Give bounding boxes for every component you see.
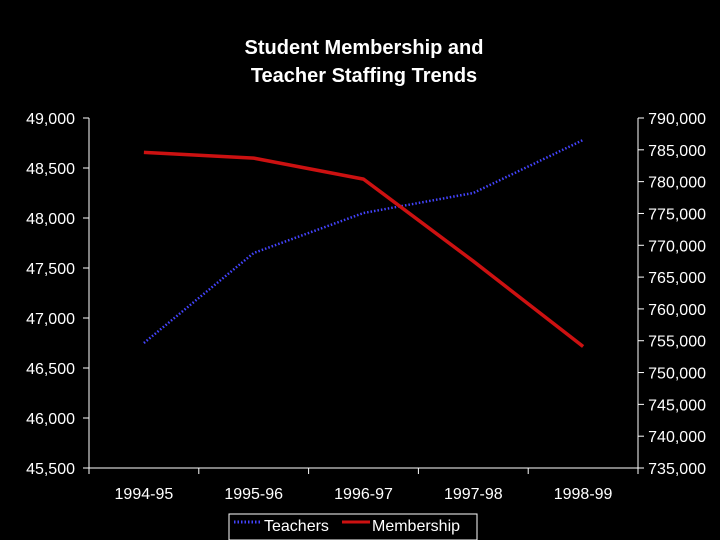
right-tick-label: 755,000: [648, 334, 706, 351]
left-tick-label: 48,500: [26, 161, 75, 178]
right-tick-label: 765,000: [648, 270, 706, 287]
series-line-membership: [143, 150, 585, 348]
left-tick-label: 49,000: [26, 111, 75, 128]
left-tick-label: 45,500: [26, 461, 75, 478]
x-tick-label: 1997-98: [444, 486, 503, 503]
left-axis-ticks: 49,000 48,500 48,000 47,500 47,000 46,500 46,0…: [26, 111, 89, 478]
chart-title-line-2: Teacher Staffing Trends: [251, 65, 477, 87]
left-tick-label: 47,500: [26, 261, 75, 278]
legend-box: [228, 513, 478, 540]
left-tick-label: 47,000: [26, 311, 75, 328]
right-tick-label: 790,000: [648, 111, 706, 128]
right-tick-label: 750,000: [648, 366, 706, 383]
legend-label-teachers: Teachers: [264, 518, 329, 535]
chart-series: [143, 138, 585, 348]
x-tick-label: 1996-97: [334, 486, 393, 503]
left-tick-label: 46,000: [26, 411, 75, 428]
right-tick-label: 745,000: [648, 397, 706, 414]
x-tick-label: 1998-99: [554, 486, 613, 503]
chart-title-line-1: Student Membership and: [245, 37, 484, 59]
right-tick-label: 735,000: [648, 461, 706, 478]
right-tick-label: 780,000: [648, 175, 706, 192]
right-tick-label: 770,000: [648, 238, 706, 255]
right-tick-label: 775,000: [648, 206, 706, 223]
legend-label-membership: Membership: [372, 518, 460, 535]
chart-title: Student Membership and Teacher Staffing …: [245, 37, 484, 87]
x-tick-label: 1995-96: [224, 486, 283, 503]
x-axis-ticks: 1994-95 1995-96 1996-97 1997-98 1998-99: [88, 468, 639, 503]
right-tick-label: 760,000: [648, 302, 706, 319]
x-tick-label: 1994-95: [115, 486, 174, 503]
right-axis-ticks: 790,000 785,000 780,000 775,000 770,000 765,0…: [638, 111, 706, 478]
right-tick-label: 785,000: [648, 143, 706, 160]
legend: Teachers Membership: [228, 513, 478, 540]
chart-axes: [88, 118, 639, 469]
left-tick-label: 46,500: [26, 361, 75, 378]
right-tick-label: 740,000: [648, 429, 706, 446]
series-line-teachers: [143, 138, 584, 344]
left-tick-label: 48,000: [26, 211, 75, 228]
